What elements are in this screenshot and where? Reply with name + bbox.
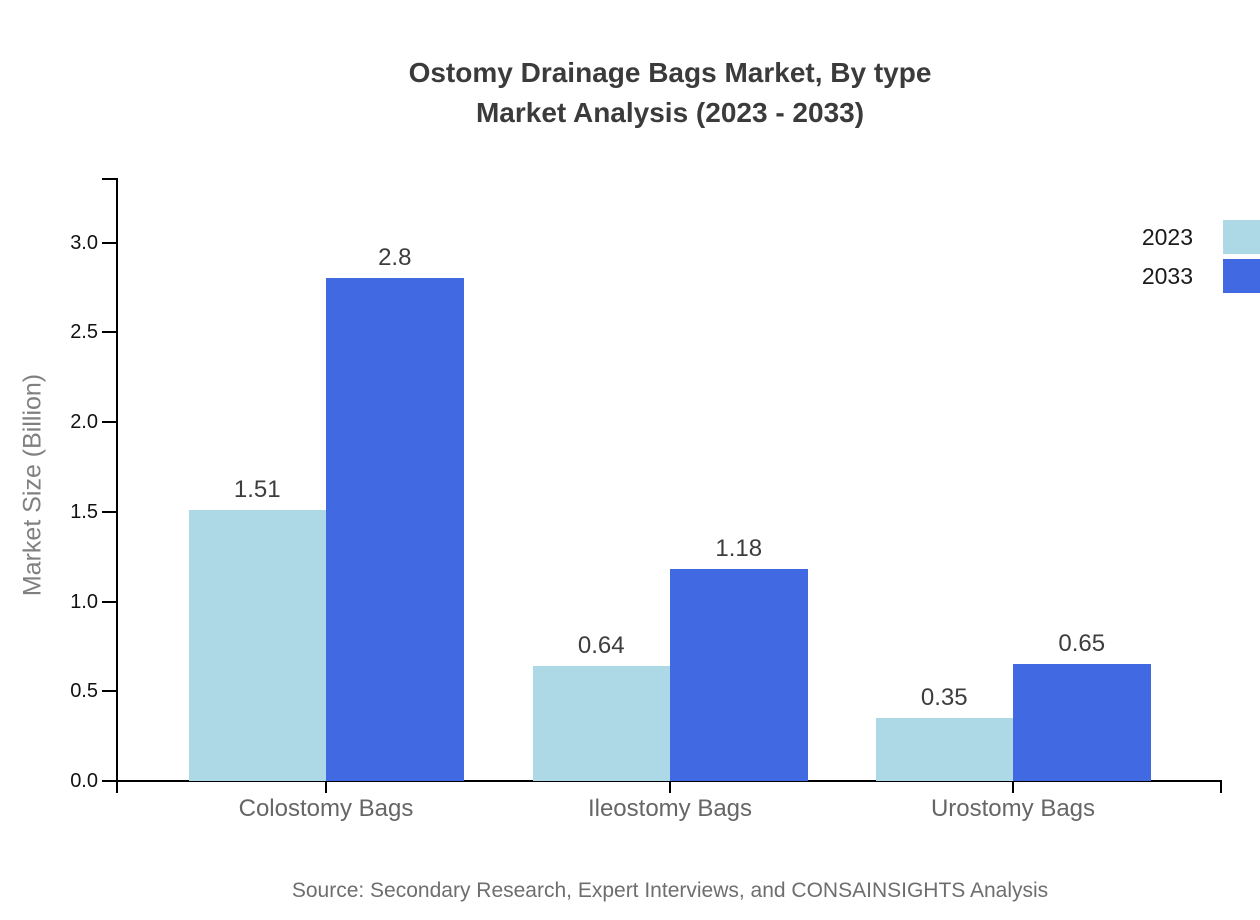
y-tick-0.5 (102, 690, 116, 693)
legend-swatch-2023 (1223, 220, 1260, 254)
x-category-label-ileostomy-bags: Ileostomy Bags (587, 795, 753, 822)
x-axis-right-cap (1220, 780, 1222, 793)
y-axis-spine (116, 178, 118, 793)
bar-value-label-2033-colostomy-bags: 2.8 (378, 244, 412, 272)
x-tick-urostomy-bags (1012, 782, 1014, 793)
bar-2023-urostomy-bags (875, 718, 1013, 781)
bar-value-label-2033-urostomy-bags: 0.65 (1058, 630, 1106, 658)
x-tick-ileostomy-bags (669, 782, 671, 793)
legend-label-2033: 2033 (1141, 262, 1193, 289)
y-tick-0.0 (102, 780, 116, 782)
bar-value-label-2023-colostomy-bags: 1.51 (233, 475, 281, 503)
x-category-label-urostomy-bags: Urostomy Bags (930, 795, 1096, 822)
y-tick-label-1.5: 1.5 (70, 500, 98, 523)
source-note: Source: Secondary Research, Expert Inter… (291, 879, 1049, 902)
y-tick-label-0.5: 0.5 (70, 680, 98, 703)
legend-item-2033: 2033 (1129, 259, 1260, 293)
y-tick-label-1.0: 1.0 (70, 590, 98, 613)
y-tick-label-0.0: 0.0 (70, 770, 98, 792)
chart-title: Ostomy Drainage Bags Market, By type Mar… (80, 53, 1260, 133)
y-tick-label-2.5: 2.5 (70, 321, 98, 344)
legend: 2023 2033 (1129, 220, 1260, 293)
bar-2033-urostomy-bags (1013, 664, 1151, 781)
y-tick-label-2.0: 2.0 (70, 411, 98, 433)
bar-2033-colostomy-bags (326, 278, 464, 781)
x-axis-spine (102, 780, 1222, 782)
bar-value-label-2023-urostomy-bags: 0.35 (920, 684, 968, 712)
legend-label-2023: 2023 (1141, 223, 1193, 250)
y-tick-2.5 (102, 331, 116, 334)
chart-title-line1: Ostomy Drainage Bags Market, By type (408, 57, 932, 88)
bar-2033-ileostomy-bags (670, 569, 808, 781)
chart-title-line2: Market Analysis (2023 - 2033) (475, 97, 865, 128)
y-tick-label-3.0: 3.0 (70, 231, 98, 254)
y-tick-1.5 (102, 510, 116, 513)
x-tick-colostomy-bags (325, 782, 327, 793)
legend-item-2023: 2023 (1129, 220, 1260, 254)
bar-2023-colostomy-bags (188, 509, 326, 781)
bar-value-label-2033-ileostomy-bags: 1.18 (715, 535, 763, 563)
x-category-label-colostomy-bags: Colostomy Bags (238, 795, 414, 822)
y-tick-1.0 (102, 600, 116, 603)
y-axis-top-cap (102, 178, 116, 180)
bar-2023-ileostomy-bags (532, 666, 670, 781)
bar-value-label-2023-ileostomy-bags: 0.64 (577, 632, 625, 660)
y-tick-3.0 (102, 241, 116, 244)
legend-swatch-2033 (1223, 259, 1260, 293)
y-tick-2.0 (102, 421, 116, 423)
